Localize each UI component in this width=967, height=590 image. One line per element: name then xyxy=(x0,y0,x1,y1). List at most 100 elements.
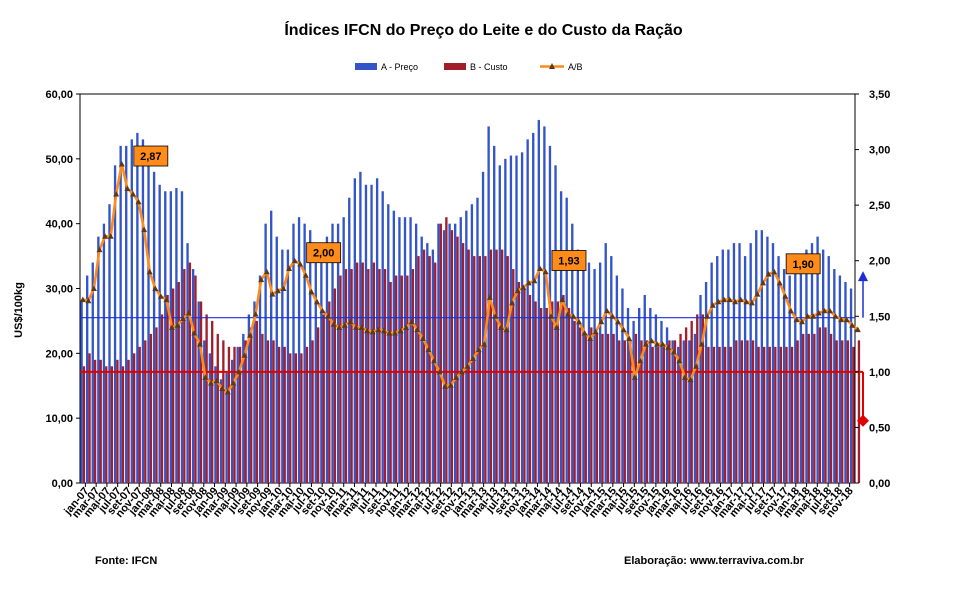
bar-custo xyxy=(328,301,331,483)
bar-custo xyxy=(657,346,660,483)
bar-preco xyxy=(130,139,133,483)
ratio-point xyxy=(308,288,315,295)
bar-preco xyxy=(164,191,167,483)
bar-preco xyxy=(437,223,440,483)
bar-custo xyxy=(551,301,554,483)
ratio-point xyxy=(665,344,672,350)
chart-title: Índices IFCN do Preço do Leite e do Cust… xyxy=(284,22,683,39)
ratio-point xyxy=(280,285,287,291)
bar-custo xyxy=(238,346,242,483)
y-tick-label: 60,00 xyxy=(45,89,73,101)
bar-preco xyxy=(816,236,819,483)
bar-custo xyxy=(857,340,861,483)
ratio-point xyxy=(849,322,856,328)
bar-preco xyxy=(604,243,607,483)
ratio-point xyxy=(157,293,164,299)
bar-custo xyxy=(634,333,638,483)
bar-custo xyxy=(489,249,493,483)
ratio-point xyxy=(130,191,136,197)
ratio-point xyxy=(392,330,398,336)
ratio-point xyxy=(124,185,131,191)
bar-custo xyxy=(132,353,136,483)
bar-preco xyxy=(849,288,853,483)
ratio-point xyxy=(219,385,226,391)
bar-preco xyxy=(286,249,290,483)
bar-custo xyxy=(640,340,643,483)
bar-preco xyxy=(671,340,674,483)
bar-preco xyxy=(838,275,842,483)
bar-custo xyxy=(712,346,716,483)
bar-preco xyxy=(403,217,407,483)
bar-preco xyxy=(749,243,752,483)
bar-custo xyxy=(779,346,783,483)
ratio-point xyxy=(810,313,817,319)
bar-preco xyxy=(649,307,652,483)
bar-preco xyxy=(152,171,156,484)
ratio-point xyxy=(358,324,365,330)
bar-custo xyxy=(277,346,281,483)
bar-custo xyxy=(534,301,537,483)
bar-custo xyxy=(422,249,426,483)
y2-tick-label: 0,00 xyxy=(869,478,890,490)
ratio-point xyxy=(202,374,209,380)
ratio-point xyxy=(314,298,320,305)
ratio-point xyxy=(793,316,800,323)
bar-preco xyxy=(509,155,513,483)
bar-preco xyxy=(186,243,189,483)
bar-custo xyxy=(813,333,816,483)
bar-preco xyxy=(353,178,356,484)
ratio-point xyxy=(709,302,716,308)
bar-custo xyxy=(322,314,325,483)
ratio-point xyxy=(302,272,309,278)
bar-preco xyxy=(270,210,273,483)
bar-preco xyxy=(559,191,563,483)
bar-preco xyxy=(442,230,446,483)
diamond-marker-icon xyxy=(857,414,869,427)
bar-custo xyxy=(155,327,158,483)
bar-custo xyxy=(461,243,465,483)
bar-custo xyxy=(350,269,353,483)
bar-custo xyxy=(456,236,459,483)
bar-preco xyxy=(158,184,161,483)
bar-preco xyxy=(465,210,468,483)
bar-preco xyxy=(102,223,106,483)
bar-custo xyxy=(846,340,849,483)
bar-custo xyxy=(171,288,175,483)
credit-label: Elaboração: www.terraviva.com.br xyxy=(624,555,804,567)
bar-preco xyxy=(387,204,390,483)
bar-preco xyxy=(175,188,178,483)
bar-custo xyxy=(584,333,587,483)
ratio-point xyxy=(286,265,293,271)
callout-box xyxy=(785,253,821,275)
ratio-point xyxy=(592,328,599,335)
bar-custo xyxy=(445,217,448,483)
ratio-point xyxy=(79,296,86,303)
bar-preco xyxy=(716,256,719,483)
bar-custo xyxy=(144,340,147,483)
bar-custo xyxy=(751,340,755,483)
ratio-point xyxy=(146,268,153,275)
ratio-point xyxy=(442,383,449,389)
ratio-point xyxy=(319,307,326,314)
bar-preco xyxy=(420,236,423,483)
ratio-point xyxy=(832,313,839,319)
bar-preco xyxy=(571,223,574,483)
bar-custo xyxy=(601,333,604,483)
bar-custo xyxy=(824,327,827,483)
ratio-point xyxy=(760,279,766,286)
bar-custo xyxy=(294,353,297,483)
bar-preco xyxy=(459,217,462,483)
bar-custo xyxy=(339,275,342,483)
ratio-point xyxy=(743,298,750,305)
bar-preco xyxy=(364,184,368,483)
bar-custo xyxy=(539,307,543,483)
ratio-point xyxy=(113,191,120,197)
bar-custo xyxy=(255,320,258,483)
bar-preco xyxy=(788,275,791,483)
bar-preco xyxy=(738,243,741,483)
bar-preco xyxy=(827,256,830,483)
bar-preco xyxy=(782,269,786,483)
bar-preco xyxy=(392,210,396,483)
bar-preco xyxy=(565,197,568,483)
y-tick-label: 20,00 xyxy=(45,348,73,360)
